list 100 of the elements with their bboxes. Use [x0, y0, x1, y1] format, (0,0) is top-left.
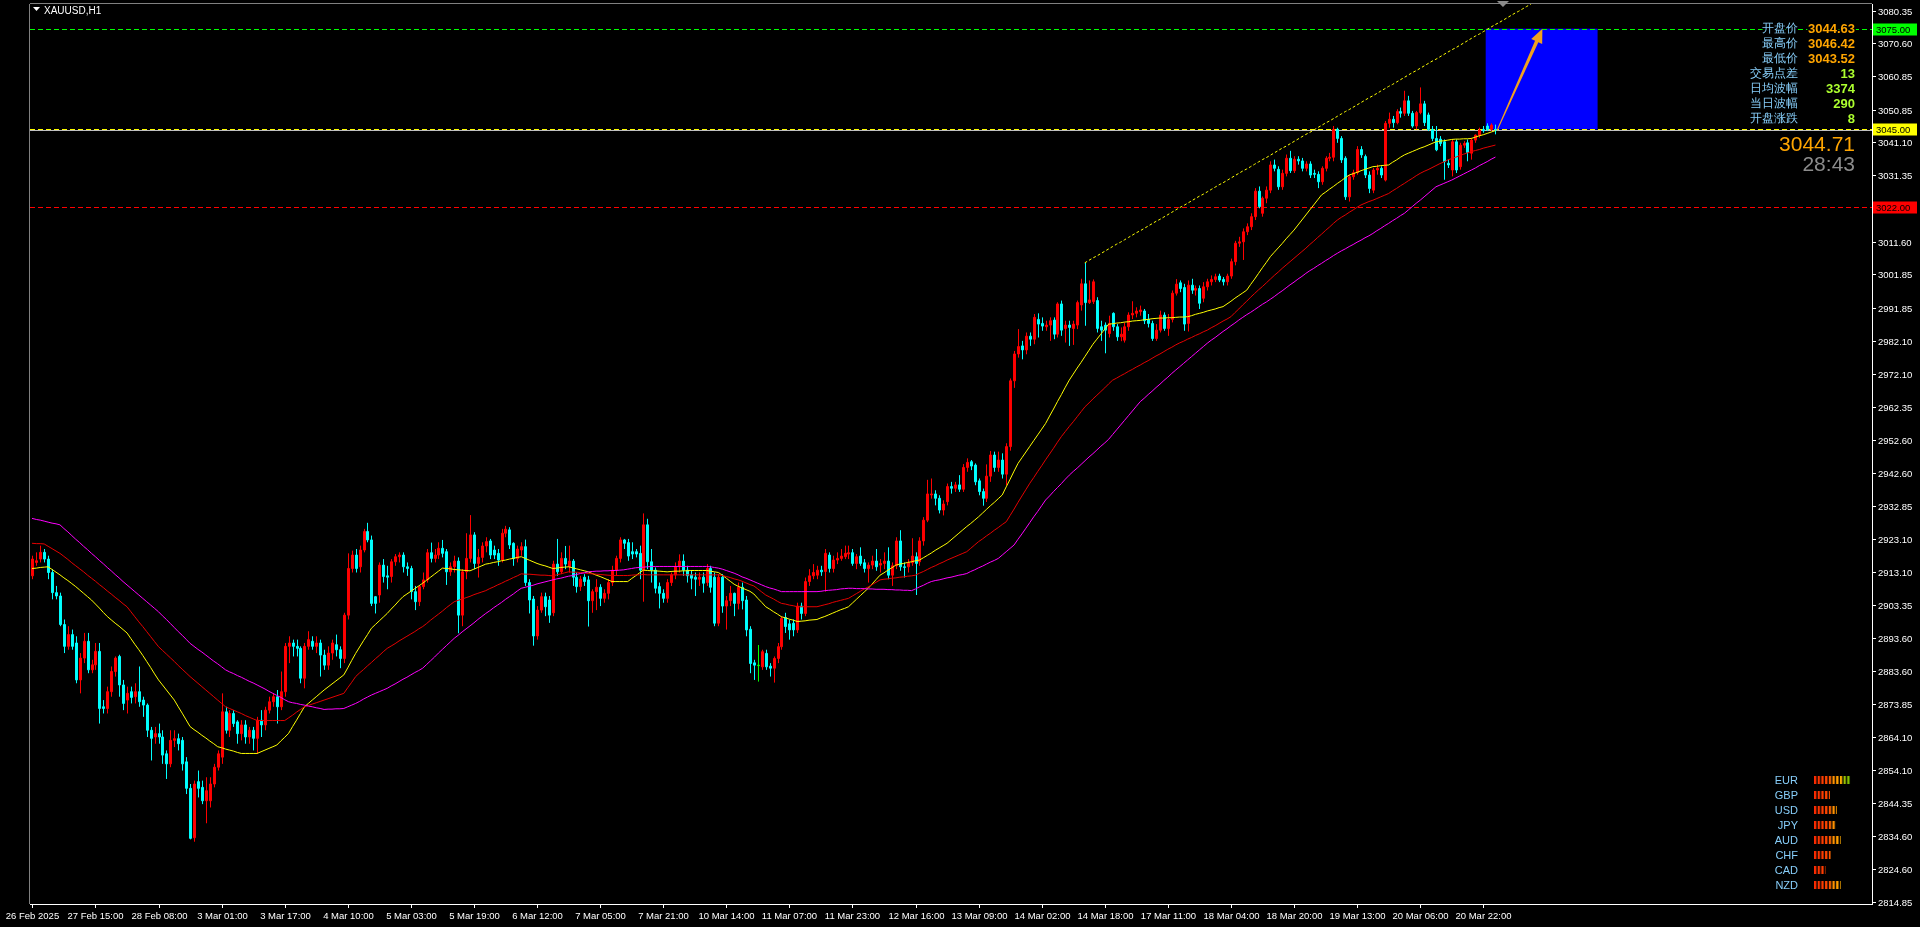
- candlestick: [1305, 160, 1308, 172]
- candlestick: [1466, 138, 1469, 162]
- candlestick: [721, 573, 724, 614]
- candlestick: [516, 545, 519, 563]
- candlestick: [851, 548, 854, 567]
- candlestick: [717, 573, 720, 627]
- candlestick: [694, 572, 697, 597]
- annotation: 最高价: [1762, 36, 1798, 50]
- candlestick: [639, 545, 642, 580]
- x-tick-label: 5 Mar 03:00: [386, 909, 437, 921]
- candlestick: [895, 536, 898, 570]
- x-tick-label: 11 Mar 07:00: [761, 909, 818, 921]
- candlestick: [240, 719, 243, 741]
- candlestick: [319, 639, 322, 678]
- y-tick-label: 2864.10: [1878, 732, 1913, 743]
- y-tick-label: NZD: [1775, 879, 1799, 891]
- candlestick: [193, 780, 196, 843]
- candlestick: [1139, 305, 1142, 317]
- candlestick: [733, 592, 736, 617]
- candlestick: [796, 602, 799, 634]
- x-tick-label: 13 Mar 09:00: [951, 909, 1008, 921]
- candlestick: [702, 572, 705, 594]
- candlestick: [579, 575, 582, 592]
- candlestick: [824, 548, 827, 593]
- candlestick: [1064, 320, 1067, 344]
- bar: [1814, 791, 1830, 799]
- candlestick: [737, 582, 740, 610]
- x-tick-label: 28 Feb 08:00: [131, 909, 188, 921]
- candlestick: [938, 494, 941, 514]
- candlestick: [378, 561, 381, 604]
- candlestick: [915, 551, 918, 596]
- annotation: 8: [1847, 110, 1855, 126]
- bar: [1814, 776, 1851, 784]
- y-tick-label: 2991.85: [1878, 303, 1913, 314]
- candlestick: [627, 538, 630, 562]
- candlestick: [599, 583, 602, 607]
- y-tick-label: 2814.85: [1878, 897, 1913, 908]
- y-tick-label: 2873.85: [1878, 699, 1913, 710]
- candlestick: [1021, 340, 1024, 360]
- candlestick: [1187, 279, 1190, 332]
- candlestick: [402, 551, 405, 573]
- x-tick-label: 5 Mar 19:00: [449, 909, 500, 921]
- y-tick-label: CAD: [1774, 864, 1799, 876]
- candlestick: [457, 556, 460, 634]
- y-tick-label: 3041.10: [1878, 137, 1913, 148]
- candlestick: [98, 642, 101, 725]
- candlestick: [891, 561, 894, 587]
- candlestick: [1088, 279, 1091, 305]
- candlestick: [355, 548, 358, 573]
- y-tick-label: 2834.60: [1878, 831, 1913, 842]
- candlestick: [997, 451, 1000, 473]
- candlestick: [398, 551, 401, 563]
- candlestick: [1455, 138, 1458, 174]
- candlestick: [1289, 150, 1292, 174]
- annotation: 开盘涨跌: [1750, 111, 1798, 125]
- x-tick-label: 6 Mar 12:00: [512, 909, 563, 921]
- y-tick-label: CHF: [1775, 849, 1799, 861]
- candlestick: [154, 726, 157, 745]
- candlestick: [678, 553, 681, 573]
- x-tick-label: 7 Mar 05:00: [575, 909, 626, 921]
- x-tick-label: 17 Mar 11:00: [1140, 909, 1197, 921]
- candlestick: [950, 481, 953, 495]
- y-tick-label: 2932.85: [1878, 501, 1913, 512]
- candlestick: [1056, 301, 1059, 339]
- y-tick-label: GBP: [1774, 789, 1798, 801]
- candlestick: [954, 481, 957, 493]
- candlestick: [1029, 331, 1032, 347]
- annotation: 3043.52: [1808, 50, 1855, 66]
- candlestick: [1435, 125, 1438, 152]
- y-tick-label: 2824.60: [1878, 864, 1913, 875]
- bar: [1814, 881, 1841, 889]
- candlestick: [501, 528, 504, 563]
- candlestick: [1332, 125, 1335, 162]
- bar: [1814, 821, 1836, 829]
- bar: [1814, 836, 1841, 844]
- y-tick-label: 3031.35: [1878, 170, 1913, 181]
- candlestick: [595, 578, 598, 611]
- annotation: 最低价: [1762, 51, 1798, 65]
- candlestick: [1380, 165, 1383, 179]
- candlestick: [942, 499, 945, 516]
- candlestick: [1060, 300, 1063, 337]
- candlestick: [1470, 137, 1473, 161]
- candlestick: [228, 709, 231, 738]
- candlestick: [260, 709, 263, 738]
- candlestick: [1273, 159, 1276, 172]
- x-tick-label: 20 Mar 06:00: [1392, 909, 1449, 921]
- candlestick: [497, 548, 500, 567]
- chart-title: XAUUSD,H1: [44, 4, 102, 16]
- candlestick: [1092, 278, 1095, 305]
- candlestick: [1392, 115, 1395, 129]
- x-tick-label: 11 Mar 23:00: [824, 909, 881, 921]
- candlestick: [1447, 159, 1450, 169]
- candlestick: [126, 686, 129, 714]
- bar: [1814, 851, 1831, 859]
- candlestick: [1222, 276, 1225, 286]
- candlestick: [1490, 122, 1493, 132]
- y-tick-label: 2913.10: [1878, 567, 1913, 578]
- annotation: 13: [1840, 65, 1855, 81]
- candlestick: [1356, 145, 1359, 176]
- candlestick: [1143, 308, 1146, 325]
